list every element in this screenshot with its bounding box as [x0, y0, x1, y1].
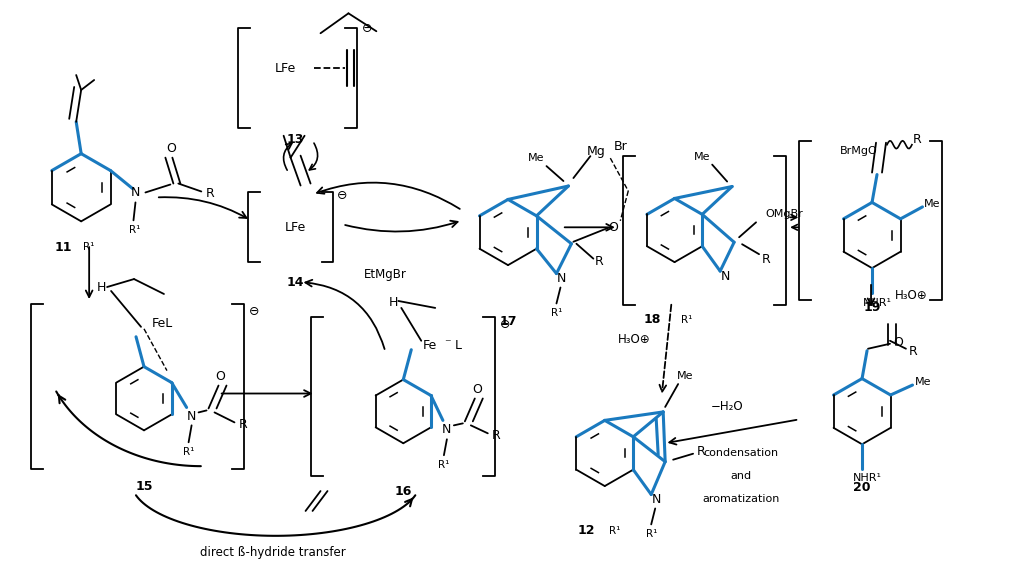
Text: condensation: condensation [704, 448, 779, 458]
Text: R¹: R¹ [645, 530, 657, 540]
Text: direct ß-hydride transfer: direct ß-hydride transfer [200, 546, 346, 559]
Text: 20: 20 [853, 481, 871, 494]
Text: H₃O⊕: H₃O⊕ [618, 333, 651, 346]
Text: O: O [472, 383, 482, 396]
Text: R: R [492, 429, 500, 442]
Text: NHR¹: NHR¹ [853, 473, 882, 483]
Text: Fe: Fe [423, 339, 437, 352]
Text: LFe: LFe [285, 221, 307, 234]
Text: N: N [131, 186, 140, 199]
Text: EtMgBr: EtMgBr [364, 268, 406, 281]
Text: H₃O⊕: H₃O⊕ [894, 289, 927, 303]
Text: R: R [909, 345, 917, 358]
Text: R¹: R¹ [129, 225, 140, 235]
Text: H: H [389, 296, 398, 310]
Text: R¹: R¹ [681, 315, 693, 325]
Text: ⊖: ⊖ [338, 189, 348, 202]
Text: ⁻: ⁻ [443, 337, 451, 350]
Text: −H₂O: −H₂O [711, 400, 744, 413]
Text: R: R [913, 133, 921, 146]
Text: 19: 19 [863, 301, 881, 314]
Text: FeL: FeL [152, 317, 173, 331]
Text: H: H [97, 281, 106, 293]
Text: R¹: R¹ [183, 447, 194, 457]
Text: 11: 11 [55, 241, 72, 254]
Text: ⊖: ⊖ [500, 318, 510, 331]
Text: N: N [442, 423, 452, 436]
Text: OMgBr: OMgBr [766, 210, 803, 219]
Text: 14: 14 [287, 275, 305, 289]
Text: R: R [239, 418, 248, 431]
Text: Me: Me [694, 152, 710, 162]
Text: N: N [651, 493, 661, 506]
Text: N: N [187, 410, 197, 423]
Text: 18: 18 [644, 313, 662, 327]
Text: NHR¹: NHR¹ [862, 298, 891, 308]
Text: R¹: R¹ [83, 242, 95, 252]
Text: aromatization: aromatization [703, 494, 780, 504]
Text: ⊖: ⊖ [362, 22, 372, 35]
Text: O: O [893, 336, 902, 349]
Text: R¹: R¹ [438, 460, 450, 470]
Text: R¹: R¹ [551, 308, 562, 318]
Text: N: N [720, 269, 730, 283]
Text: O: O [215, 370, 225, 383]
Text: Me: Me [924, 199, 941, 209]
Text: 12: 12 [578, 524, 596, 537]
Text: 17: 17 [499, 315, 517, 328]
Text: 15: 15 [135, 480, 152, 492]
Text: ⊖: ⊖ [248, 306, 259, 318]
Text: 13: 13 [287, 133, 305, 146]
Text: Br: Br [613, 140, 627, 152]
Text: 16: 16 [394, 485, 412, 498]
Text: R: R [761, 253, 771, 265]
Text: R¹: R¹ [609, 526, 620, 536]
Text: Me: Me [677, 371, 694, 381]
Text: O: O [167, 142, 176, 155]
Text: Me: Me [915, 377, 931, 387]
Text: Mg: Mg [587, 145, 606, 158]
Text: BrMgO: BrMgO [840, 146, 878, 155]
Text: and: and [731, 471, 752, 481]
Text: Me: Me [528, 153, 544, 163]
Text: R: R [206, 187, 215, 200]
Text: R: R [595, 255, 604, 268]
Text: R: R [697, 445, 706, 458]
Text: L: L [455, 339, 462, 352]
Text: LFe: LFe [275, 62, 296, 74]
Text: N: N [557, 272, 566, 285]
Text: O: O [608, 221, 618, 235]
